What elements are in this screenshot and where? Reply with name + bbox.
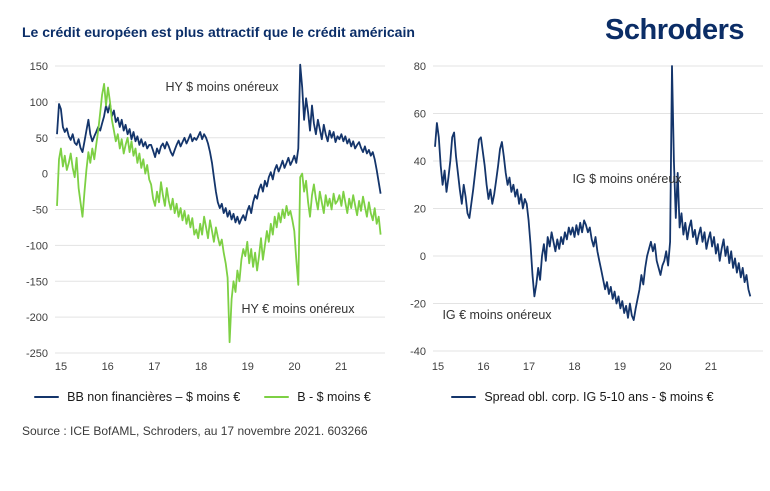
svg-text:150: 150 <box>30 61 48 73</box>
svg-text:0: 0 <box>420 251 426 263</box>
svg-text:0: 0 <box>42 169 48 181</box>
svg-text:20: 20 <box>414 204 426 216</box>
svg-text:18: 18 <box>568 361 580 373</box>
svg-text:-100: -100 <box>26 240 48 252</box>
legend-item-ig: Spread obl. corp. IG 5-10 ans - $ moins … <box>451 390 714 404</box>
legend-label-b: B - $ moins € <box>297 390 371 404</box>
annotation-ig-dollar: IG $ moins onéreux <box>572 172 682 186</box>
svg-text:80: 80 <box>414 61 426 73</box>
svg-text:-40: -40 <box>410 346 426 358</box>
svg-text:21: 21 <box>705 361 717 373</box>
svg-text:19: 19 <box>614 361 626 373</box>
legend-label-bb: BB non financières – $ moins € <box>67 390 241 404</box>
ig-chart: 80 60 40 20 0 -20 -40 15 16 17 18 19 20 21 IG $ moins… <box>410 61 763 373</box>
svg-text:60: 60 <box>414 109 426 121</box>
source-note: Source : ICE BofAML, Schroders, au 17 no… <box>22 424 368 438</box>
annotation-ig-euro: IG € moins onéreux <box>442 308 552 322</box>
hy-chart-block: 150 100 50 0 -50 -100 -150 -200 -250 15 16 17 18 19 20… <box>10 53 395 404</box>
svg-text:-250: -250 <box>26 348 48 360</box>
svg-text:-150: -150 <box>26 276 48 288</box>
svg-text:-50: -50 <box>32 205 48 217</box>
svg-text:-200: -200 <box>26 312 48 324</box>
page-header: Le crédit européen est plus attractif qu… <box>0 0 770 45</box>
legend-item-b: B - $ moins € <box>264 390 371 404</box>
svg-text:16: 16 <box>102 361 114 373</box>
charts-row: 150 100 50 0 -50 -100 -150 -200 -250 15 16 17 18 19 20… <box>0 53 770 404</box>
schroders-logo: Schroders <box>605 14 744 46</box>
svg-text:20: 20 <box>288 361 300 373</box>
annotation-hy-dollar: HY $ moins onéreux <box>165 80 279 94</box>
svg-text:17: 17 <box>523 361 535 373</box>
svg-text:15: 15 <box>55 361 67 373</box>
ig-line-swatch <box>451 395 477 399</box>
ig-legend: Spread obl. corp. IG 5-10 ans - $ moins … <box>395 390 770 404</box>
svg-text:20: 20 <box>659 361 671 373</box>
legend-item-bb: BB non financières – $ moins € <box>34 390 240 404</box>
hy-chart: 150 100 50 0 -50 -100 -150 -200 -250 15 16 17 18 19 20… <box>26 61 385 373</box>
ig-chart-block: 80 60 40 20 0 -20 -40 15 16 17 18 19 20 21 IG $ moins… <box>395 53 770 404</box>
svg-text:19: 19 <box>242 361 254 373</box>
svg-text:18: 18 <box>195 361 207 373</box>
svg-text:17: 17 <box>148 361 160 373</box>
svg-text:15: 15 <box>432 361 444 373</box>
b-line-swatch <box>264 395 290 399</box>
svg-text:16: 16 <box>477 361 489 373</box>
legend-label-ig: Spread obl. corp. IG 5-10 ans - $ moins … <box>484 390 714 404</box>
bb-line-swatch <box>34 395 60 399</box>
svg-text:100: 100 <box>30 97 48 109</box>
svg-text:-20: -20 <box>410 299 426 311</box>
svg-text:40: 40 <box>414 156 426 168</box>
page-title: Le crédit européen est plus attractif qu… <box>22 24 415 40</box>
hy-legend: BB non financières – $ moins € B - $ moi… <box>10 390 395 404</box>
svg-text:21: 21 <box>335 361 347 373</box>
svg-text:50: 50 <box>36 133 48 145</box>
annotation-hy-euro: HY € moins onéreux <box>241 302 355 316</box>
